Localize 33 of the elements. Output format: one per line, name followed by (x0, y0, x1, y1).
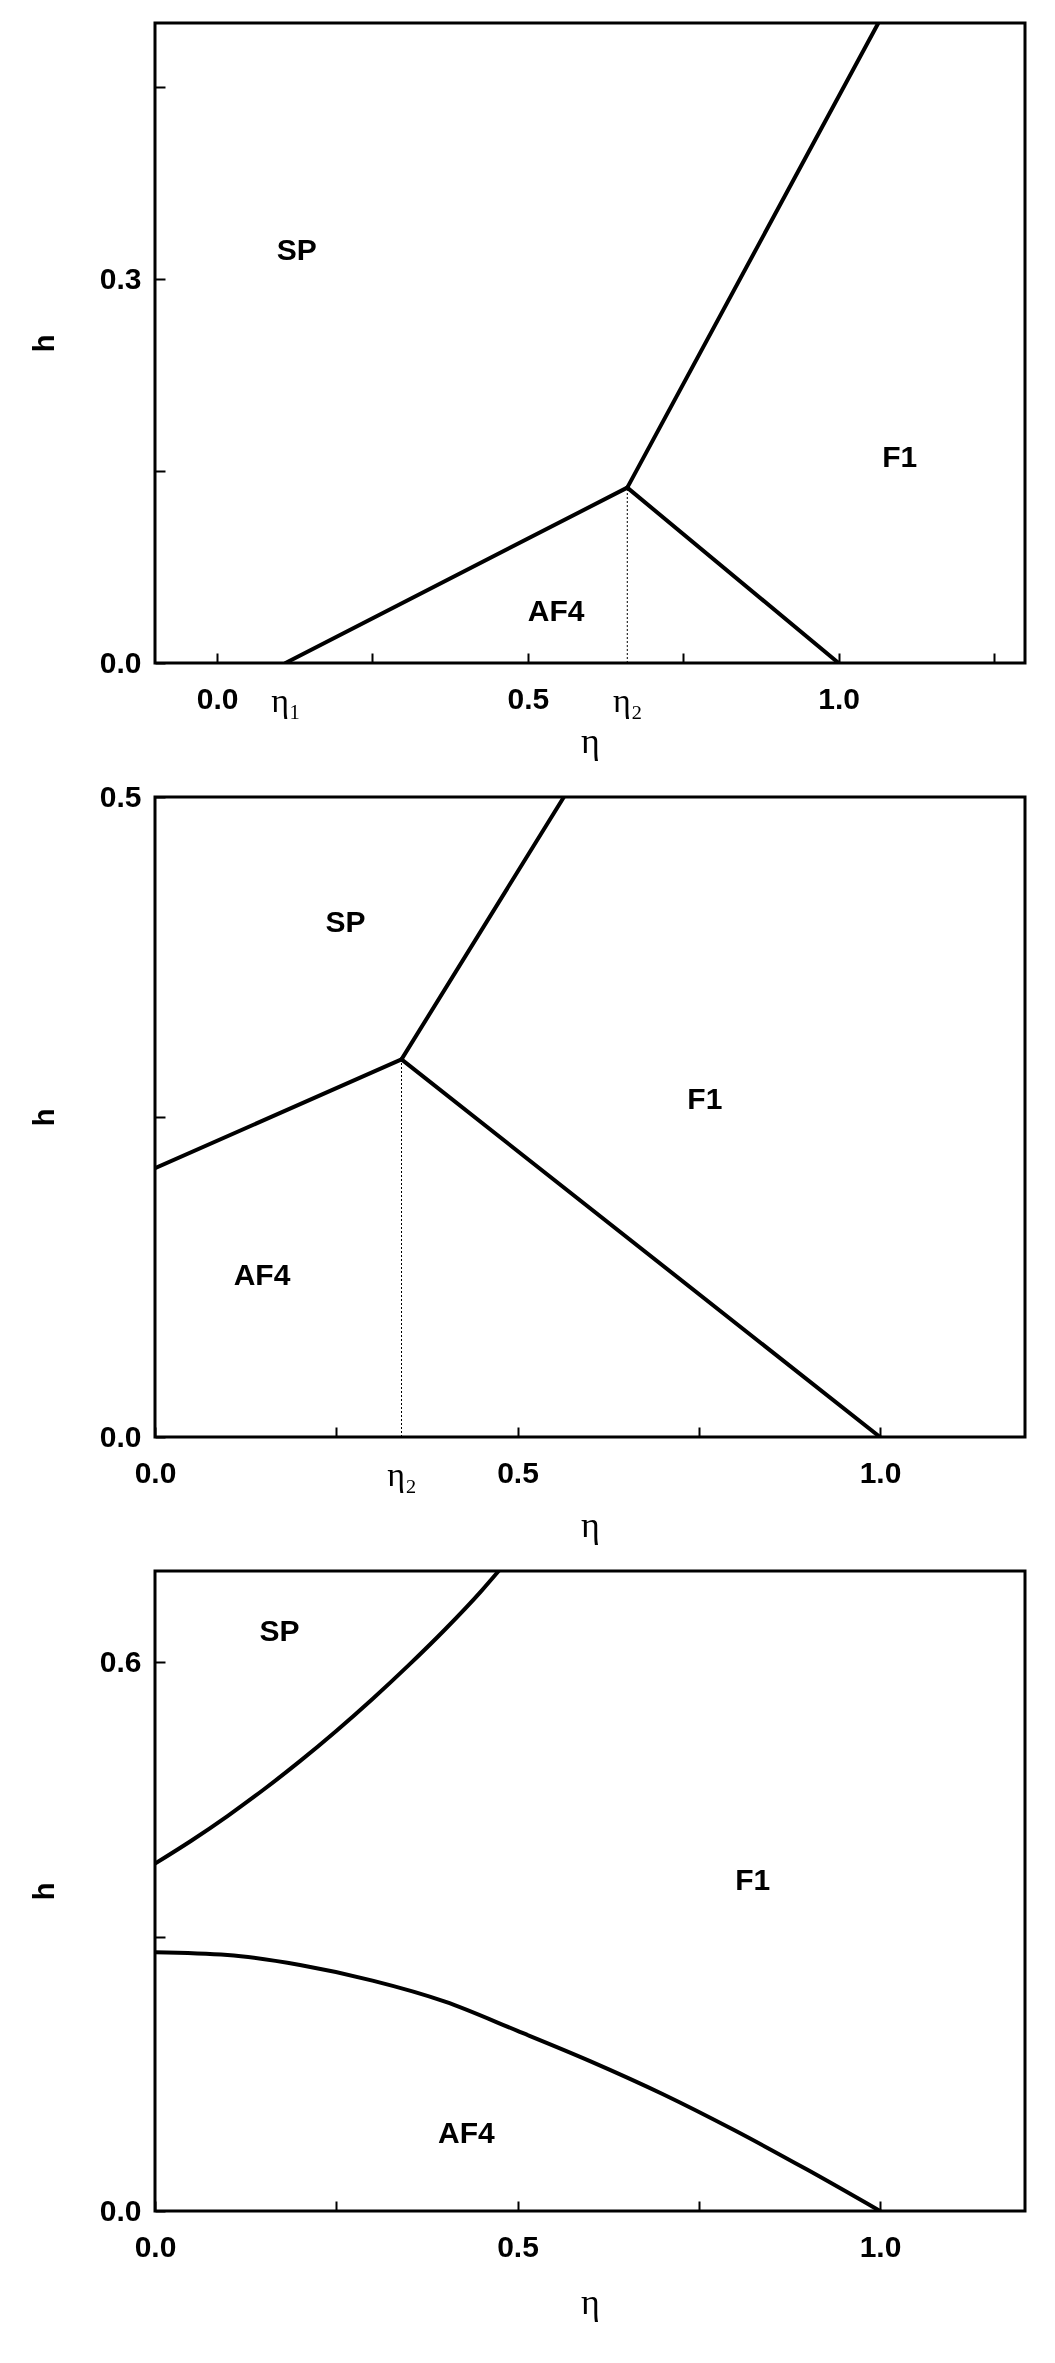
annotation: SP (276, 233, 317, 267)
annotation: AF4 (233, 1257, 291, 1291)
x-tick-label: 1.0 (859, 2229, 902, 2263)
annotation: F1 (687, 1081, 723, 1115)
x-tick-label: 0.0 (134, 2229, 177, 2263)
y-axis-title: h (27, 334, 60, 353)
x-tick-label: η₁ (271, 681, 301, 719)
annotation: SP (259, 1613, 300, 1647)
y-tick-label: 0.5 (99, 779, 142, 813)
x-tick-label: η₂ (612, 681, 643, 719)
x-tick-label: 1.0 (859, 1455, 902, 1489)
annotation: F1 (882, 439, 918, 473)
annotation: SP (325, 905, 366, 939)
y-axis-title: h (27, 1882, 60, 1901)
y-tick-label: 0.0 (99, 1419, 142, 1453)
y-tick-label: 0.3 (99, 261, 142, 295)
annotation: AF4 (527, 593, 585, 627)
x-tick-label: 0.5 (497, 1455, 539, 1489)
x-tick-label: 0.5 (507, 681, 550, 715)
x-axis-title: η (581, 720, 600, 761)
annotation: AF4 (438, 2115, 496, 2149)
x-tick-label: 0.5 (497, 2229, 539, 2263)
y-tick-label: 0.6 (99, 1644, 142, 1678)
y-tick-label: 0.0 (99, 2193, 142, 2227)
x-axis-title: η (581, 2281, 600, 2322)
x-tick-label: 0.0 (134, 1455, 177, 1489)
x-axis-title: η (581, 1504, 600, 1545)
y-axis-title: h (27, 1108, 60, 1127)
x-tick-label: 1.0 (818, 681, 860, 715)
annotation: F1 (735, 1862, 771, 1896)
y-tick-label: 0.0 (99, 645, 142, 679)
x-tick-label: η₂ (387, 1455, 417, 1493)
x-tick-label: 0.0 (196, 681, 239, 715)
